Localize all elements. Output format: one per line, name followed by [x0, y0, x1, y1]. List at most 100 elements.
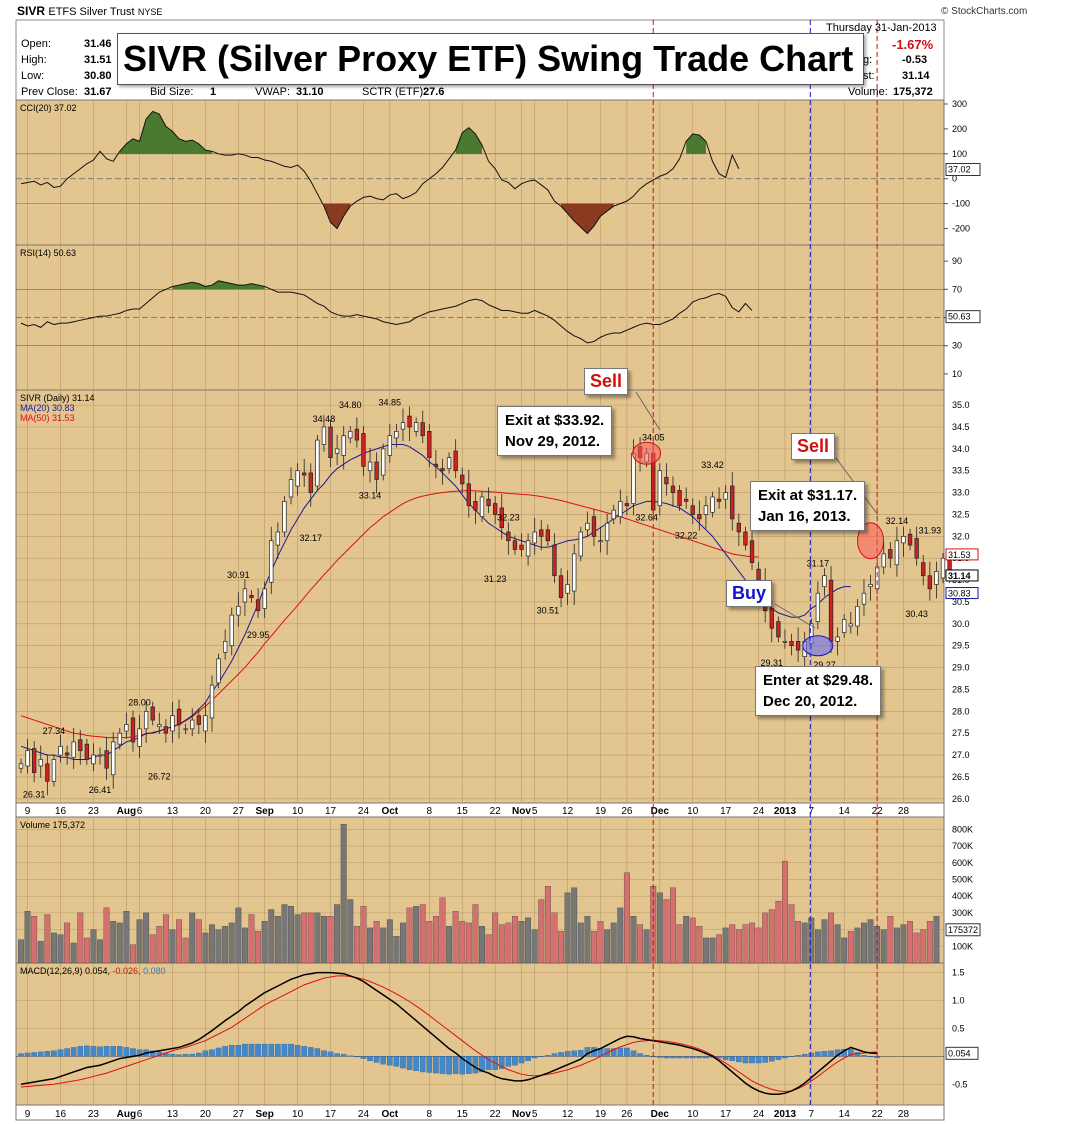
volume-bar-18 [136, 919, 143, 964]
candle-body-90 [611, 509, 616, 520]
volume-bar-101 [683, 916, 690, 964]
quote-date: Thursday 31-Jan-2013 [826, 22, 937, 34]
macd-hist-bar-27 [196, 1052, 202, 1057]
macd-hist-bar-77 [525, 1056, 531, 1061]
x-label-bottom-2: 23 [88, 1109, 100, 1120]
x-label-bottom-0: 9 [25, 1109, 31, 1120]
macd-hist-bar-99 [670, 1056, 676, 1059]
candle-body-45 [315, 439, 320, 487]
candle-body-0 [18, 763, 24, 769]
x-label-top-0: 9 [25, 806, 31, 817]
candle-body-66 [453, 450, 458, 472]
volume-bar-5 [51, 932, 57, 964]
price-right-box-2 [945, 587, 979, 600]
candle-body-130 [874, 566, 880, 590]
macd-hist-bar-11 [90, 1046, 97, 1057]
candle-body-27 [196, 715, 201, 725]
macd-tick-1: 1.0 [952, 996, 965, 1006]
x-label-bottom-27: 14 [839, 1109, 851, 1120]
volume-bar-77 [525, 917, 532, 964]
candle-body-63 [433, 463, 439, 467]
x-label-bottom-12: Oct [381, 1109, 398, 1120]
price-right-label-0: 31.53 [948, 550, 971, 560]
buy-tag-pointer [774, 603, 816, 629]
volume-bar-139 [933, 916, 940, 964]
macd-hist-bar-2 [31, 1052, 37, 1057]
volume-tick-7: 100K [952, 941, 973, 951]
price-right-box-0 [945, 548, 979, 561]
macd-hist-bar-64 [439, 1056, 446, 1074]
candle-body-16 [124, 724, 129, 732]
cci-current-box [945, 163, 981, 177]
volume-bar-72 [492, 912, 499, 964]
header-symbol-line: SIVR ETFS Silver Trust NYSE [17, 4, 162, 18]
macd-hist-bar-118 [795, 1055, 801, 1057]
macd-hist-bar-41 [288, 1043, 294, 1057]
candle-body-61 [420, 422, 425, 437]
candle-body-7 [64, 752, 70, 756]
candle-body-109 [736, 522, 742, 533]
x-label-top-5: 13 [167, 806, 179, 817]
volume-bar-40 [281, 904, 288, 964]
candle-body-84 [572, 553, 577, 592]
price-tick-10: 30.0 [952, 619, 970, 629]
candle-body-134 [901, 536, 906, 544]
macd-tick-0: 1.5 [952, 968, 965, 978]
volume-bar-113 [762, 912, 769, 964]
candle-body-104 [703, 505, 709, 515]
price-legend-ma20: MA(20) 30.83 [20, 403, 75, 413]
candle-body-64 [440, 468, 445, 472]
macd-hist-bar-128 [861, 1055, 867, 1057]
macd-hist-bar-33 [235, 1045, 242, 1057]
price-label-6: 29.95 [247, 630, 270, 640]
candle-body-73 [499, 507, 504, 528]
x-label-top-16: Nov [512, 806, 531, 817]
macd-hist-bar-103 [696, 1056, 703, 1059]
x-label-top-27: 14 [839, 806, 851, 817]
x-label-bottom-7: 27 [233, 1109, 245, 1120]
volume-bar-64 [439, 897, 446, 964]
candle-body-124 [835, 636, 840, 642]
macd-hist-bar-54 [373, 1056, 380, 1063]
candle-body-139 [934, 570, 939, 585]
candle-body-99 [670, 485, 676, 493]
x-label-top-21: Dec [651, 806, 670, 817]
macd-legend-signal: -0.026, [113, 966, 144, 976]
candle-body-49 [341, 435, 346, 456]
candle-body-60 [413, 422, 419, 432]
stat-high-label: High: [21, 54, 47, 66]
candle-body-74 [506, 531, 511, 542]
volume-bar-128 [861, 922, 867, 964]
volume-bar-58 [400, 922, 406, 964]
volume-bar-103 [696, 926, 703, 964]
volume-bar-4 [44, 914, 51, 964]
volume-bar-29 [209, 924, 215, 964]
macd-hist-bar-9 [77, 1046, 84, 1057]
macd-hist-bar-91 [617, 1047, 624, 1057]
volume-bar-51 [353, 926, 360, 964]
volume-bar-131 [880, 929, 887, 964]
candle-body-4 [45, 763, 50, 782]
volume-bar-105 [709, 937, 716, 964]
macd-hist-bar-60 [413, 1056, 419, 1072]
bid-size-label: Bid Size: [150, 86, 194, 98]
macd-hist-bar-29 [209, 1049, 215, 1057]
volume-bar-85 [577, 922, 584, 964]
volume-bar-12 [97, 939, 103, 964]
macd-hist-bar-120 [808, 1052, 815, 1057]
candle-body-125 [842, 619, 847, 633]
candle-body-72 [493, 503, 498, 515]
macd-hist-bar-45 [314, 1048, 321, 1057]
volume-bar-68 [465, 922, 472, 964]
candle-body-46 [321, 426, 327, 445]
volume-bar-91 [617, 907, 624, 964]
macd-hist-bar-104 [703, 1056, 709, 1059]
candle-body-47 [328, 426, 333, 458]
volume-bar-74 [505, 922, 512, 964]
candle-body-132 [888, 549, 893, 559]
price-tick-6: 32.0 [952, 531, 970, 541]
volume-bar-79 [538, 899, 545, 964]
price-tick-16: 27.0 [952, 750, 970, 760]
volume-bar-11 [90, 929, 97, 964]
x-label-bottom-11: 24 [358, 1109, 370, 1120]
